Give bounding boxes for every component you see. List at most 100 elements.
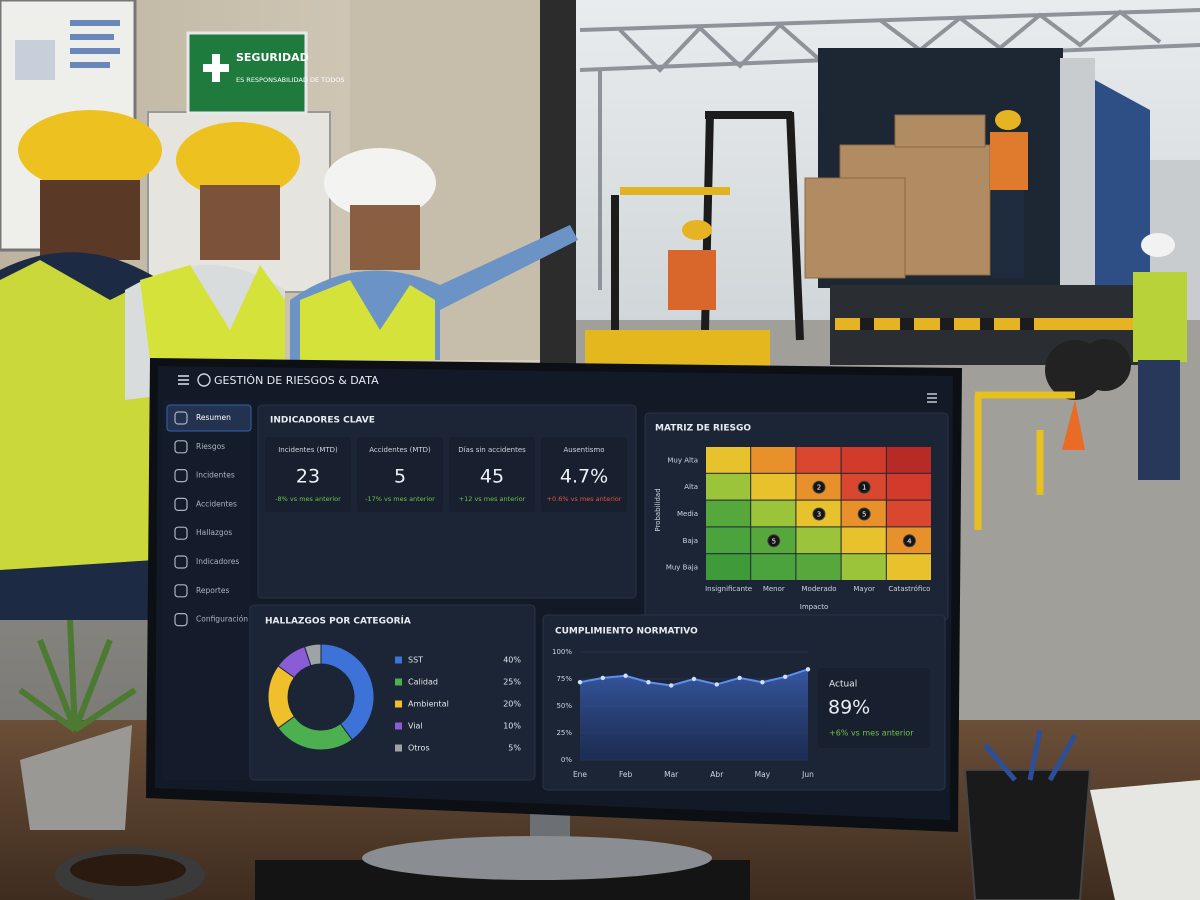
risk-cell — [796, 554, 841, 580]
legend-value: 20% — [503, 700, 521, 709]
nav-icon — [174, 555, 188, 569]
logo — [197, 373, 211, 387]
panel-title: INDICADORES CLAVE — [270, 416, 375, 426]
panel-title: MATRIZ DE RIESGO — [655, 424, 751, 434]
current-label: Actual — [829, 680, 857, 690]
sign-subtitle: ES RESPONSABILIDAD DE TODOS — [236, 76, 344, 84]
line-point — [691, 676, 697, 682]
nav-icon — [174, 440, 188, 454]
y-tick-label: 0% — [561, 756, 572, 764]
sign-title: SEGURIDAD — [236, 51, 309, 64]
y-tick-label: Media — [677, 510, 698, 518]
risk-cell — [796, 447, 841, 473]
y-tick-label: 25% — [556, 729, 572, 737]
current-value: 89% — [828, 697, 870, 719]
kpi-label: Ausentismo — [563, 446, 604, 454]
legend-label: SST — [408, 656, 423, 665]
risk-cell — [706, 554, 751, 580]
nav-icon — [174, 584, 188, 598]
risk-cell — [841, 527, 886, 554]
risk-cell — [706, 473, 751, 500]
nav-item[interactable]: Resumen — [196, 413, 231, 422]
line-point — [783, 674, 788, 680]
nav-item[interactable]: Riesgos — [196, 442, 225, 451]
line-point — [760, 680, 765, 685]
y-tick-label: 50% — [556, 702, 572, 710]
nav-item[interactable]: Accidentes — [196, 499, 237, 508]
legend-label: Ambiental — [408, 700, 449, 709]
y-tick-label: Muy Baja — [666, 564, 698, 572]
risk-cell — [886, 554, 931, 580]
panel-title: HALLAZGOS POR CATEGORÍA — [265, 615, 411, 627]
kpi-card — [265, 437, 351, 512]
current-card — [818, 668, 930, 748]
legend-label: Otros — [408, 744, 430, 753]
legend-value: 10% — [503, 722, 521, 731]
legend-label: Calidad — [408, 678, 438, 687]
kpi-change: +0.6% vs mes anterior — [547, 495, 622, 503]
risk-marker — [857, 480, 871, 494]
kpi-label: Días sin accidentes — [458, 446, 526, 454]
menu-icon[interactable] — [178, 375, 189, 385]
x-axis-label: Impacto — [800, 603, 829, 611]
risk-cell — [886, 447, 931, 473]
y-axis-label: Probabilidad — [654, 488, 662, 531]
risk-cell — [886, 473, 931, 500]
x-tick-label: Feb — [619, 770, 633, 779]
options-icon[interactable] — [927, 393, 937, 403]
x-tick-label: May — [755, 770, 771, 779]
risk-cell — [751, 500, 796, 527]
line-point — [714, 682, 719, 687]
risk-cell — [796, 527, 841, 554]
line-point — [805, 667, 811, 672]
risk-marker — [857, 507, 871, 521]
kpi-change: +12 vs mes anterior — [459, 495, 526, 503]
nav-item[interactable]: Hallazgos — [196, 528, 232, 537]
legend-value: 25% — [503, 678, 521, 687]
risk-marker — [902, 534, 916, 548]
risk-cell — [706, 527, 751, 554]
y-tick-label: Baja — [683, 537, 698, 545]
legend-value: 5% — [508, 744, 521, 753]
risk-cell — [706, 500, 751, 527]
risk-marker — [812, 507, 826, 521]
line-area — [580, 669, 808, 760]
nav-icon — [174, 497, 188, 511]
risk-cell — [841, 447, 886, 473]
risk-cell — [841, 554, 886, 580]
x-tick-label: Insignificante — [705, 585, 752, 593]
nav-item[interactable]: Configuración — [196, 615, 248, 624]
risk-cell — [706, 447, 751, 473]
nav-icon — [174, 469, 188, 483]
panel-title: CUMPLIMIENTO NORMATIVO — [555, 627, 698, 637]
nav-icon — [174, 526, 188, 540]
nav-icon — [174, 612, 188, 627]
legend-label: Vial — [408, 722, 423, 731]
legend-swatch — [395, 722, 402, 730]
risk-count: 5 — [772, 537, 776, 545]
x-tick-label: Catastrófico — [888, 585, 930, 593]
x-tick-label: Mar — [664, 770, 679, 779]
nav-item[interactable]: Indicadores — [196, 557, 239, 566]
line-point — [577, 680, 583, 685]
risk-count: 5 — [862, 511, 866, 519]
kpi-value: 45 — [480, 466, 504, 488]
legend-swatch — [395, 678, 402, 686]
risk-count: 3 — [817, 511, 821, 519]
nav-item[interactable]: Reportes — [196, 586, 229, 595]
x-tick-label: Ene — [573, 770, 587, 779]
x-tick-label: Moderado — [802, 585, 837, 593]
kpi-change: -17% vs mes anterior — [365, 495, 435, 503]
y-tick-label: Muy Alta — [667, 456, 698, 464]
kpi-label: Incidentes (MTD) — [278, 446, 338, 454]
dashboard: GESTIÓN DE RIESGOS & DATA INDICADORES CL… — [163, 373, 949, 791]
legend-swatch — [395, 656, 402, 664]
x-tick-label: Abr — [710, 770, 724, 779]
nav-icon — [174, 411, 188, 425]
line-point — [669, 683, 674, 688]
nav-item[interactable]: Incidentes — [196, 471, 235, 480]
risk-cell — [751, 473, 796, 500]
kpi-card — [449, 437, 535, 512]
risk-cell — [886, 500, 931, 527]
